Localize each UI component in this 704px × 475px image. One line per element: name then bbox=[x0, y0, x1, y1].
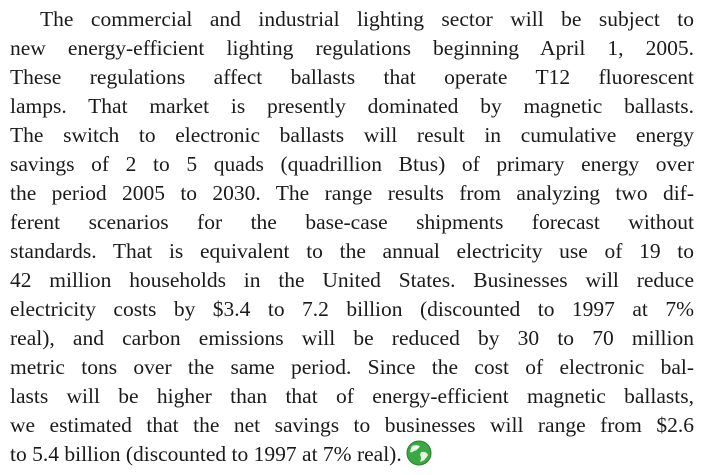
text-line: metric tons over the same period. Since … bbox=[10, 353, 694, 382]
text-line: real), and carbon emissions will be redu… bbox=[10, 324, 694, 353]
text-line: we estimated that the net savings to bus… bbox=[10, 411, 694, 440]
line-text: savings of 2 to 5 quads (quadrillion Btu… bbox=[10, 152, 694, 176]
line-text: standards. That is equivalent to the ann… bbox=[10, 239, 694, 263]
line-text: to 5.4 billion (discounted to 1997 at 7%… bbox=[10, 442, 402, 466]
line-text: The commercial and industrial lighting s… bbox=[40, 7, 694, 31]
text-line: savings of 2 to 5 quads (quadrillion Btu… bbox=[10, 150, 694, 179]
text-line: lasts will be higher than that of energy… bbox=[10, 382, 694, 411]
text-line: 42 million households in the United Stat… bbox=[10, 266, 694, 295]
text-line: The switch to electronic ballasts will r… bbox=[10, 121, 694, 150]
text-line: electricity costs by $3.4 to 7.2 billion… bbox=[10, 295, 694, 324]
line-text: real), and carbon emissions will be redu… bbox=[10, 326, 694, 350]
line-text: the period 2005 to 2030. The range resul… bbox=[10, 181, 694, 205]
text-line: The commercial and industrial lighting s… bbox=[10, 5, 694, 34]
line-text: lasts will be higher than that of energy… bbox=[10, 384, 694, 408]
line-text: new energy-efficient lighting regulation… bbox=[10, 36, 694, 60]
text-line: the period 2005 to 2030. The range resul… bbox=[10, 179, 694, 208]
line-text: The switch to electronic ballasts will r… bbox=[10, 123, 694, 147]
text-line: lamps. That market is presently dominate… bbox=[10, 92, 694, 121]
line-text: electricity costs by $3.4 to 7.2 billion… bbox=[10, 297, 694, 321]
line-text: we estimated that the net savings to bus… bbox=[10, 413, 694, 437]
line-text: ferent scenarios for the base-case shipm… bbox=[10, 210, 694, 234]
text-line: to 5.4 billion (discounted to 1997 at 7%… bbox=[10, 440, 694, 469]
text-line: standards. That is equivalent to the ann… bbox=[10, 237, 694, 266]
text-line: These regulations affect ballasts that o… bbox=[10, 63, 694, 92]
line-text: metric tons over the same period. Since … bbox=[10, 355, 694, 379]
text-line: new energy-efficient lighting regulation… bbox=[10, 34, 694, 63]
globe-icon[interactable] bbox=[405, 440, 433, 466]
line-text: 42 million households in the United Stat… bbox=[10, 268, 694, 292]
text-line: ferent scenarios for the base-case shipm… bbox=[10, 208, 694, 237]
line-text: lamps. That market is presently dominate… bbox=[10, 94, 694, 118]
line-text: These regulations affect ballasts that o… bbox=[10, 65, 694, 89]
